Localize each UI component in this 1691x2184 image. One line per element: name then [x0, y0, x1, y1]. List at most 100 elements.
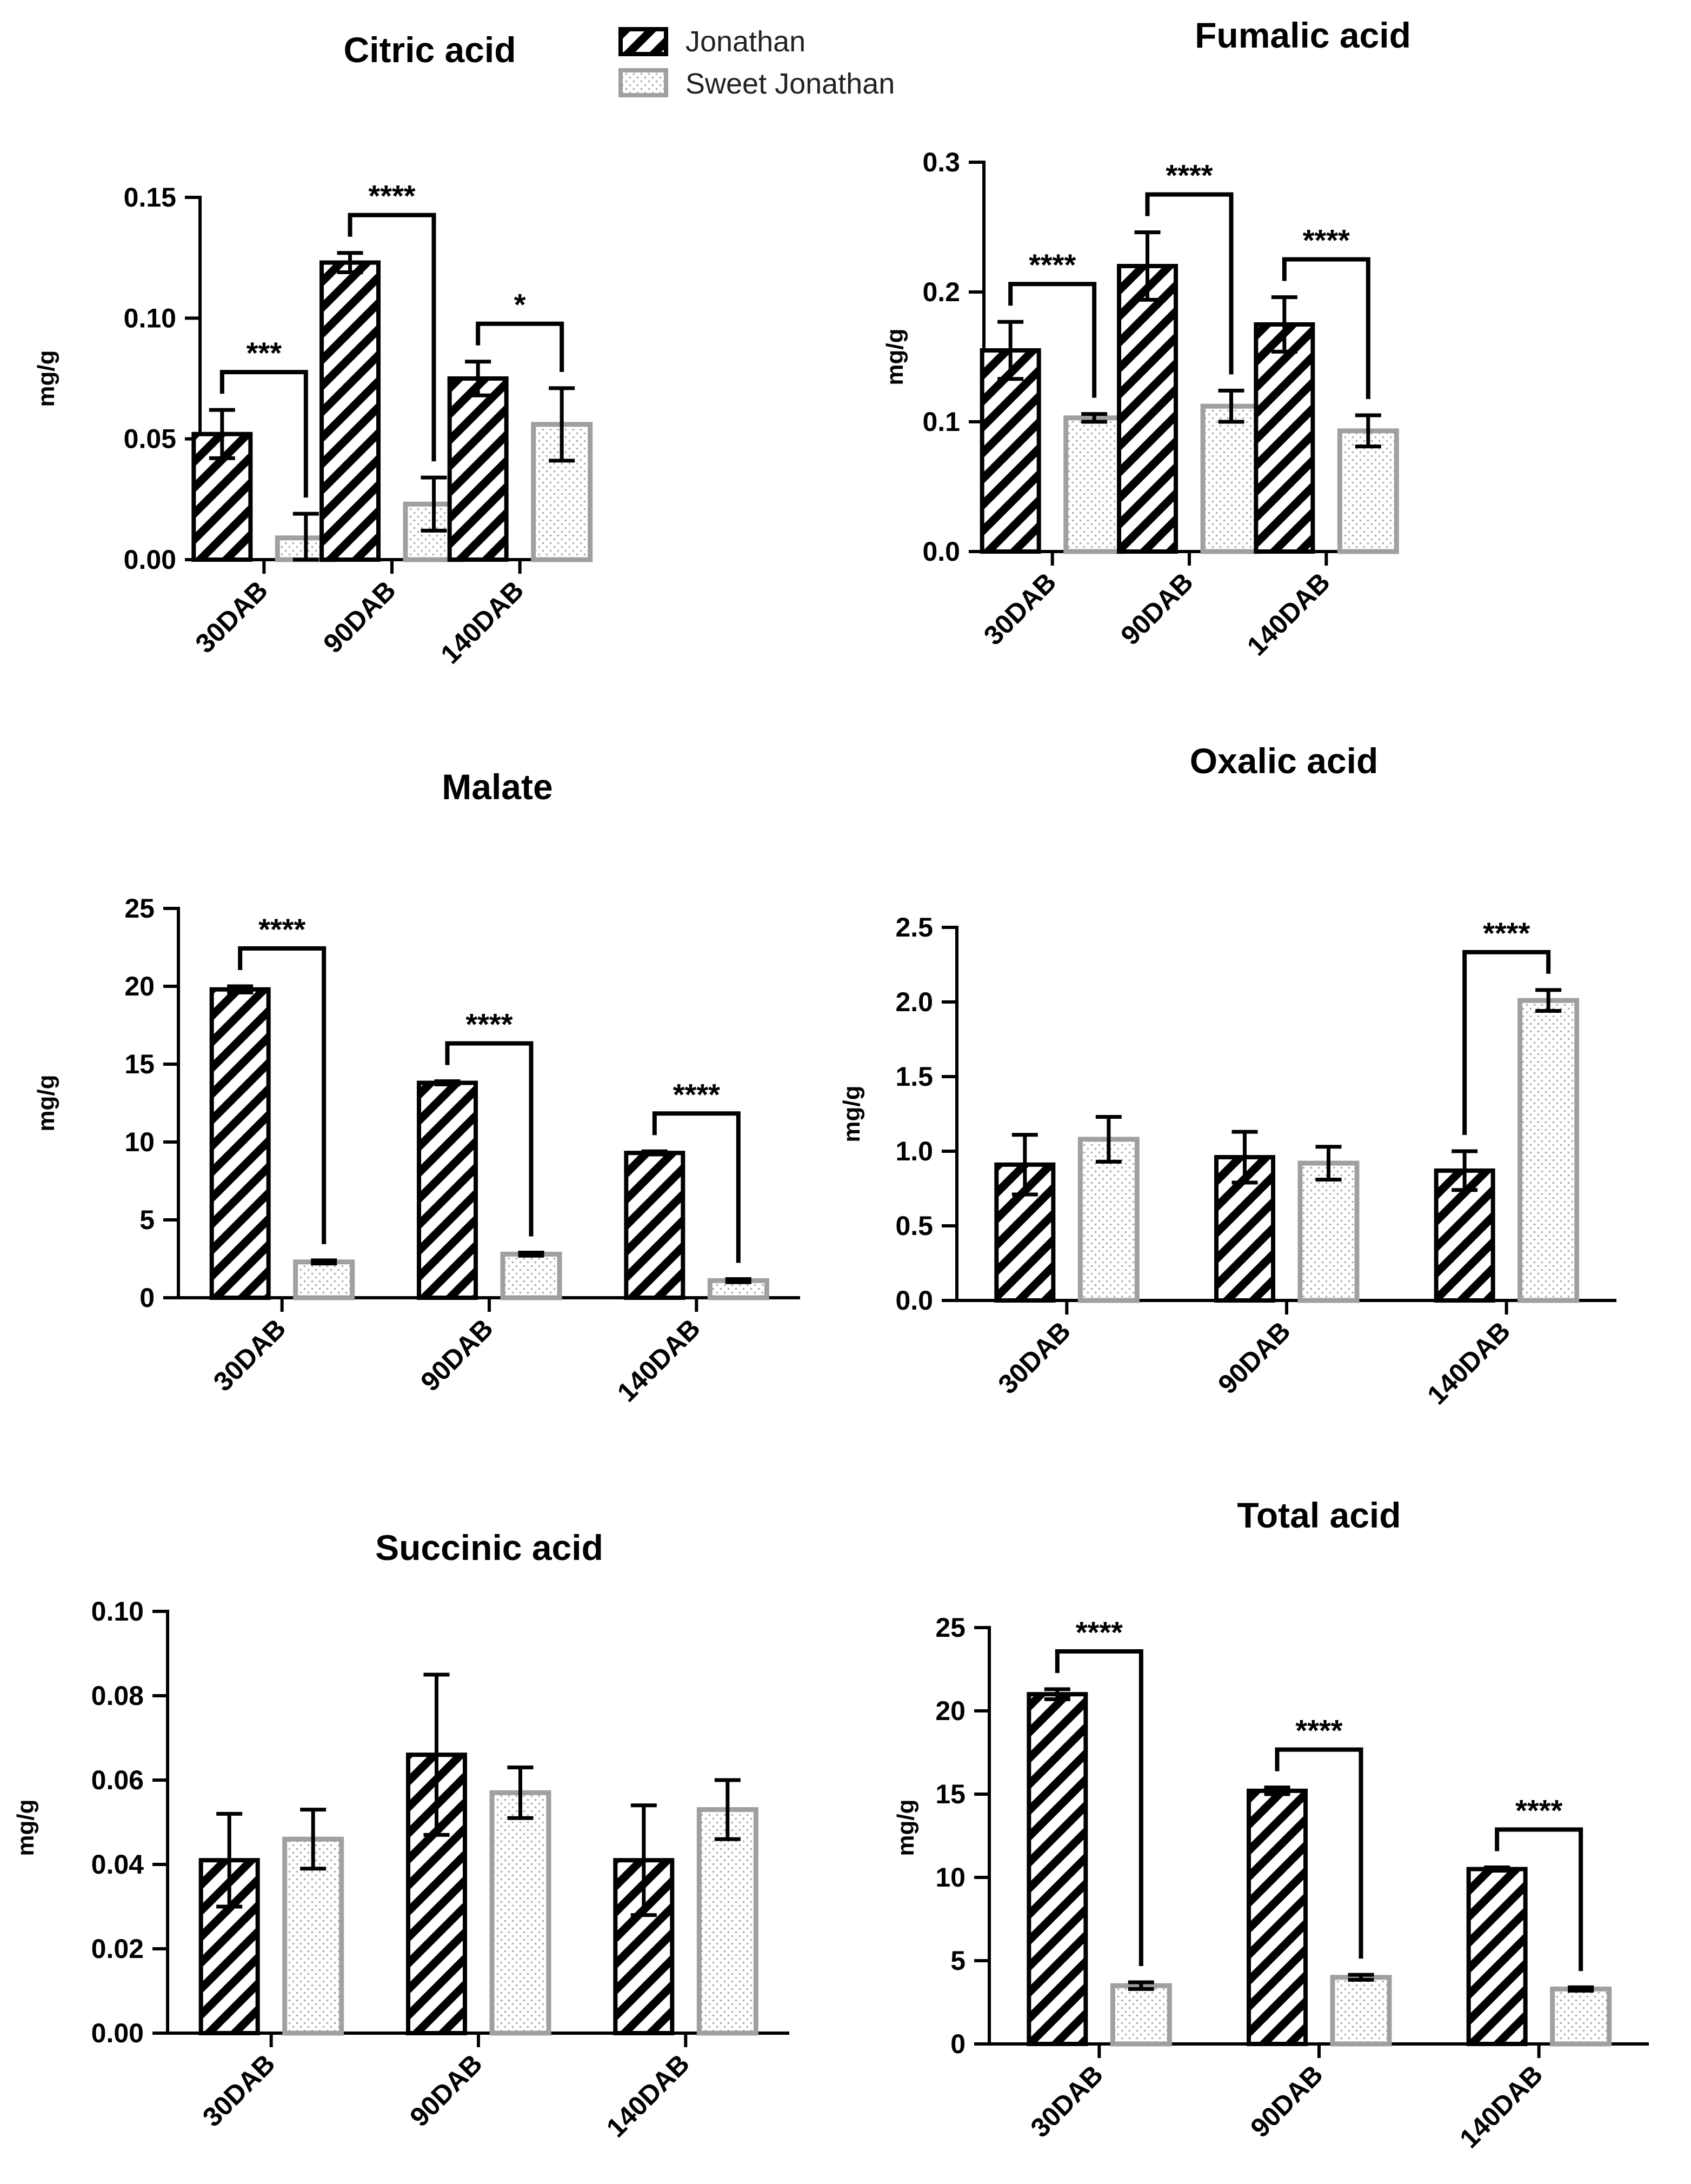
succinic-acid-ytick-label: 0.02	[91, 1934, 144, 1964]
fumalic-acid-xtick-label-140dab: 140DAB	[1241, 567, 1336, 661]
citric-acid-ylabel: mg/g	[33, 350, 59, 407]
fumalic-acid-ytick-label: 0.2	[922, 277, 960, 307]
oxalic-acid-ytick-label: 1.5	[895, 1061, 933, 1092]
fumalic-acid-title: Fumalic acid	[1195, 15, 1411, 55]
oxalic-acid-ytick-label: 1.0	[895, 1136, 933, 1166]
succinic-acid-xtick-label-90dab: 90DAB	[404, 2048, 488, 2133]
total-acid-ytick-label: 5	[950, 1946, 966, 1976]
oxalic-acid-bar-sweet-jonathan-90dab	[1297, 1160, 1360, 1303]
succinic-acid-xtick-label-30dab: 30DAB	[197, 2048, 281, 2133]
total-acid-significance-label: ****	[1076, 1615, 1123, 1649]
succinic-acid-ylabel: mg/g	[12, 1799, 39, 1856]
citric-acid-significance-bracket	[476, 321, 564, 372]
fumalic-acid-ylabel: mg/g	[882, 328, 908, 385]
succinic-acid-chart: Succinic acid mg/g 0.00 0.02 0.04 0.06 0.08 0.1…	[12, 1528, 789, 2143]
total-acid-significance-label: ****	[1295, 1714, 1342, 1748]
legend-swatch-jonathan	[618, 27, 668, 56]
oxalic-acid-ytick-label: 0.5	[895, 1211, 933, 1241]
fumalic-acid-ytick-label: 0.0	[922, 536, 960, 567]
total-acid-significance-bracket	[1275, 1747, 1363, 1959]
citric-acid-xtick-label-140dab: 140DAB	[435, 575, 529, 669]
total-acid-ytick-label: 15	[935, 1779, 966, 1809]
fumalic-acid-significance-label: ****	[1166, 158, 1213, 192]
total-acid-bar-jonathan-90dab	[1247, 1788, 1308, 2047]
citric-acid-significance-bracket	[348, 213, 436, 462]
fumalic-acid-ytick-label: 0.3	[922, 147, 960, 177]
fumalic-acid-bar-jonathan-140dab	[1254, 322, 1315, 554]
total-acid-bar-sweet-jonathan-30dab	[1110, 1983, 1172, 2047]
citric-acid-significance-label: ****	[368, 179, 415, 213]
malate-bar-jonathan-140dab	[624, 1151, 685, 1300]
malate-ytick-label: 10	[124, 1127, 155, 1157]
succinic-acid-bar-sweet-jonathan-140dab	[696, 1807, 758, 2036]
malate-significance-bracket	[652, 1111, 741, 1263]
total-acid-ylabel: mg/g	[893, 1799, 919, 1856]
fumalic-acid-bar-sweet-jonathan-140dab	[1337, 428, 1399, 554]
malate-ytick-label: 0	[139, 1283, 155, 1313]
citric-acid-ytick-label: 0.10	[124, 303, 176, 333]
total-acid-bar-jonathan-30dab	[1027, 1692, 1088, 2046]
fumalic-acid-significance-label: ****	[1029, 248, 1076, 282]
total-acid-ytick-label: 10	[935, 1862, 966, 1893]
fumalic-acid-bar-sweet-jonathan-90dab	[1200, 403, 1262, 554]
citric-acid-xtick-label-90dab: 90DAB	[317, 575, 402, 659]
malate-significance-bracket	[445, 1041, 534, 1237]
malate-ylabel: mg/g	[33, 1074, 59, 1131]
succinic-acid-ytick-label: 0.10	[91, 1596, 144, 1627]
citric-acid-bar-jonathan-140dab	[447, 376, 509, 562]
citric-acid-ytick-label: 0.00	[124, 545, 176, 575]
fumalic-acid-bar-jonathan-90dab	[1117, 264, 1178, 554]
succinic-acid-xtick-label-140dab: 140DAB	[601, 2048, 695, 2143]
legend-label-jonathan: Jonathan	[685, 25, 805, 58]
citric-acid-significance-label: *	[514, 288, 526, 322]
oxalic-acid-xtick-label-90dab: 90DAB	[1212, 1316, 1296, 1400]
oxalic-acid-ytick-label: 2.5	[895, 912, 933, 942]
oxalic-acid-chart: Oxalic acid mg/g 0.0 0.5 1.0 1.5 2.0 2.5 30DAB 90…	[838, 741, 1616, 1410]
malate-ytick-label: 5	[139, 1205, 155, 1235]
succinic-acid-title: Succinic acid	[375, 1528, 603, 1568]
malate-ytick-label: 20	[124, 971, 155, 1001]
malate-chart: Malate mg/g 0 5 10 15 20 25 30DAB **** 90DAB **** 14…	[33, 767, 800, 1408]
malate-bar-jonathan-30dab	[209, 987, 271, 1300]
succinic-acid-ytick-label: 0.08	[91, 1681, 144, 1711]
succinic-acid-ytick-label: 0.06	[91, 1765, 144, 1795]
total-acid-significance-bracket	[1055, 1649, 1143, 1967]
total-acid-ytick-label: 25	[935, 1612, 966, 1643]
succinic-acid-ytick-label: 0.04	[91, 1849, 144, 1880]
malate-xtick-label-140dab: 140DAB	[611, 1313, 706, 1408]
legend: Jonathan Sweet Jonathan	[618, 25, 895, 100]
malate-bar-jonathan-90dab	[417, 1080, 478, 1300]
malate-significance-label: ****	[258, 912, 305, 946]
fumalic-acid-significance-bracket	[1282, 257, 1370, 399]
oxalic-acid-ylabel: mg/g	[838, 1085, 865, 1142]
oxalic-acid-xtick-label-30dab: 30DAB	[993, 1316, 1077, 1400]
oxalic-acid-significance-bracket	[1462, 950, 1551, 1135]
succinic-acid-bar-sweet-jonathan-30dab	[282, 1836, 344, 2036]
malate-significance-label: ****	[465, 1007, 512, 1041]
malate-ytick-label: 15	[124, 1049, 155, 1079]
legend-label-sweet-jonathan: Sweet Jonathan	[685, 68, 895, 100]
oxalic-acid-bar-sweet-jonathan-30dab	[1077, 1137, 1140, 1303]
citric-acid-ytick-label: 0.15	[124, 182, 176, 213]
malate-title: Malate	[442, 767, 552, 807]
citric-acid-title: Citric acid	[343, 30, 516, 70]
total-acid-xtick-label-90dab: 90DAB	[1244, 2059, 1329, 2143]
fumalic-acid-ytick-label: 0.1	[922, 407, 960, 437]
citric-acid-significance-label: ***	[247, 336, 282, 370]
oxalic-acid-xtick-label-140dab: 140DAB	[1421, 1316, 1516, 1410]
malate-xtick-label-90dab: 90DAB	[415, 1313, 499, 1397]
oxalic-acid-significance-label: ****	[1483, 916, 1530, 950]
citric-acid-xtick-label-30dab: 30DAB	[190, 575, 274, 659]
oxalic-acid-title: Oxalic acid	[1190, 741, 1379, 781]
total-acid-ytick-label: 20	[935, 1696, 966, 1726]
fumalic-acid-significance-label: ****	[1303, 223, 1350, 257]
succinic-acid-bar-jonathan-140dab	[613, 1858, 675, 2035]
citric-acid-chart: Citric acid mg/g 0.00 0.05 0.10 0.15 30DAB *** 9…	[33, 30, 593, 669]
total-acid-significance-bracket	[1495, 1827, 1583, 1971]
citric-acid-significance-bracket	[219, 370, 308, 498]
malate-significance-bracket	[238, 946, 327, 1244]
malate-bar-sweet-jonathan-90dab	[500, 1251, 562, 1300]
fumalic-acid-xtick-label-90dab: 90DAB	[1115, 567, 1199, 651]
fumalic-acid-xtick-label-30dab: 30DAB	[978, 567, 1062, 651]
